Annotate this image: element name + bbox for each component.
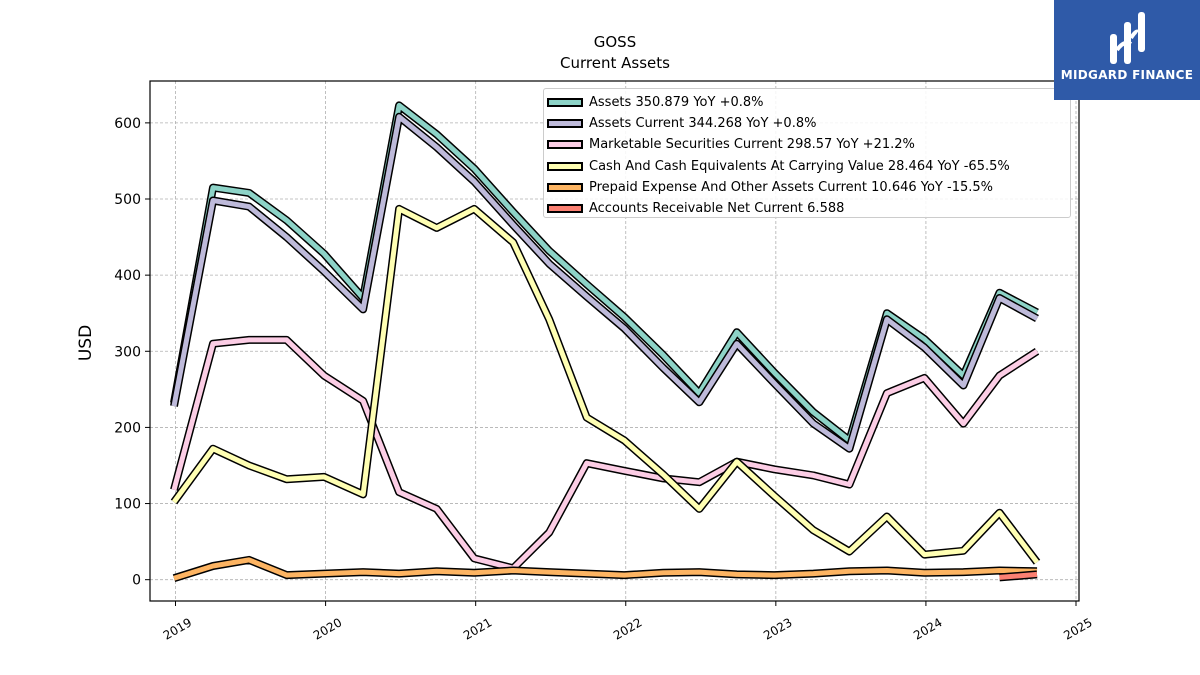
y-tick-label: 400 bbox=[114, 268, 141, 284]
x-tick-label: 2025 bbox=[1061, 615, 1094, 642]
legend-label: Assets Current 344.268 YoY +0.8% bbox=[589, 116, 817, 132]
y-tick-label: 500 bbox=[114, 192, 141, 208]
legend-item: Prepaid Expense And Other Assets Current… bbox=[547, 177, 1070, 198]
cash-and-cash-equivalents-at-carrying-value-line bbox=[171, 206, 1039, 564]
y-tick-label: 0 bbox=[132, 573, 141, 589]
prepaid-expense-and-other-assets-current-line bbox=[173, 557, 1038, 581]
legend-item: Accounts Receivable Net Current 6.588 bbox=[547, 198, 1070, 219]
legend-swatch bbox=[547, 161, 583, 171]
legend: Assets 350.879 YoY +0.8% Assets Current 3… bbox=[543, 88, 1071, 218]
y-tick-label: 600 bbox=[114, 116, 141, 132]
logo-text: MIDGARD FINANCE bbox=[1060, 68, 1194, 82]
legend-swatch bbox=[547, 98, 583, 108]
x-tick-label: 2020 bbox=[311, 615, 344, 642]
series-lines bbox=[170, 101, 1041, 583]
y-tick-label: 100 bbox=[114, 497, 141, 513]
x-tick-label: 2022 bbox=[611, 615, 644, 642]
assets-line bbox=[171, 102, 1039, 443]
legend-item: Cash And Cash Equivalents At Carrying Va… bbox=[547, 156, 1070, 177]
y-axis-label: USD bbox=[76, 325, 96, 361]
x-tick-label: 2023 bbox=[761, 615, 794, 642]
logo-mark-icon bbox=[1110, 12, 1145, 64]
legend-item: Assets 350.879 YoY +0.8% bbox=[547, 92, 1070, 113]
x-tick-label: 2021 bbox=[461, 615, 494, 642]
legend-label: Marketable Securities Current 298.57 YoY… bbox=[589, 137, 915, 153]
legend-item: Marketable Securities Current 298.57 YoY… bbox=[547, 134, 1070, 155]
chart-title: GOSS bbox=[594, 33, 636, 51]
plot-frame bbox=[149, 80, 1080, 602]
legend-swatch bbox=[547, 140, 583, 150]
marketable-securities-current-line bbox=[171, 337, 1039, 571]
midgard-finance-logo: MIDGARD FINANCE bbox=[1054, 0, 1200, 100]
x-tick-label: 2024 bbox=[911, 615, 944, 642]
legend-label: Assets 350.879 YoY +0.8% bbox=[589, 95, 764, 111]
assets-current-line bbox=[171, 114, 1039, 452]
legend-label: Prepaid Expense And Other Assets Current… bbox=[589, 179, 993, 195]
legend-swatch bbox=[547, 119, 583, 129]
chart-subtitle: Current Assets bbox=[560, 54, 670, 72]
x-tick-label: 2019 bbox=[161, 615, 194, 642]
legend-swatch bbox=[547, 204, 583, 214]
legend-label: Cash And Cash Equivalents At Carrying Va… bbox=[589, 158, 1010, 174]
y-tick-label: 300 bbox=[114, 344, 141, 360]
y-tick-label: 200 bbox=[114, 420, 141, 436]
legend-swatch bbox=[547, 182, 583, 192]
accounts-receivable-net-current-line bbox=[999, 571, 1038, 580]
legend-item: Assets Current 344.268 YoY +0.8% bbox=[547, 113, 1070, 134]
legend-label: Accounts Receivable Net Current 6.588 bbox=[589, 201, 845, 217]
